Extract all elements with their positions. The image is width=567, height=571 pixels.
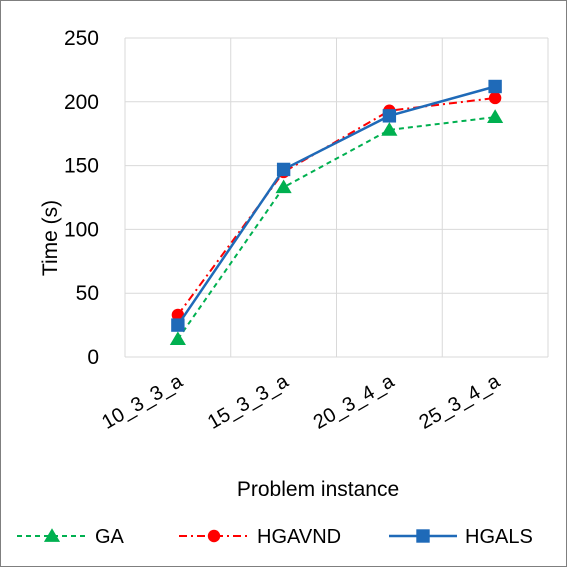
data-point-hgals bbox=[488, 79, 502, 94]
data-point-hgavnd bbox=[171, 308, 185, 322]
y-tick-label: 150 bbox=[64, 155, 99, 178]
data-point-hgals bbox=[171, 318, 185, 332]
series-line-hgals bbox=[176, 85, 496, 326]
data-point-ga bbox=[487, 109, 504, 123]
y-tick-label: 50 bbox=[76, 282, 99, 305]
data-point-hgavnd bbox=[488, 91, 502, 105]
legend: GA HGAVND HGALS bbox=[17, 526, 533, 548]
data-point-hgals bbox=[382, 109, 397, 123]
y-tick-label: 100 bbox=[64, 218, 99, 241]
x-tick-label: 15_3_3_a bbox=[204, 370, 293, 434]
y-axis-ticks: 0 50 100 150 200 250 bbox=[64, 27, 99, 369]
data-point-ga bbox=[169, 331, 186, 345]
legend-label-hgavnd: HGAVND bbox=[257, 526, 341, 548]
y-tick-label: 250 bbox=[64, 27, 99, 50]
x-axis-ticks: 10_3_3_a 15_3_3_a 20_3_4_a 25_3_4_a bbox=[98, 370, 504, 434]
x-tick-label: 10_3_3_a bbox=[98, 370, 187, 434]
legend-label-hgals: HGALS bbox=[465, 526, 533, 548]
x-axis-label: Problem instance bbox=[237, 478, 399, 501]
x-tick-label: 25_3_4_a bbox=[416, 370, 505, 434]
data-point-hgals bbox=[276, 162, 291, 177]
legend-label-ga: GA bbox=[95, 526, 125, 548]
y-axis-label: Time (s) bbox=[39, 200, 62, 276]
series-group bbox=[169, 79, 504, 345]
data-point-hgavnd bbox=[207, 529, 221, 543]
x-tick-label: 20_3_4_a bbox=[310, 370, 399, 434]
data-point-ga bbox=[43, 528, 61, 542]
series-line-ga bbox=[177, 116, 496, 340]
y-tick-label: 200 bbox=[64, 91, 99, 114]
gridlines bbox=[124, 37, 549, 358]
y-tick-label: 0 bbox=[87, 346, 99, 369]
data-point-ga bbox=[381, 122, 398, 136]
data-point-ga bbox=[275, 179, 292, 194]
data-point-hgals bbox=[416, 529, 430, 543]
